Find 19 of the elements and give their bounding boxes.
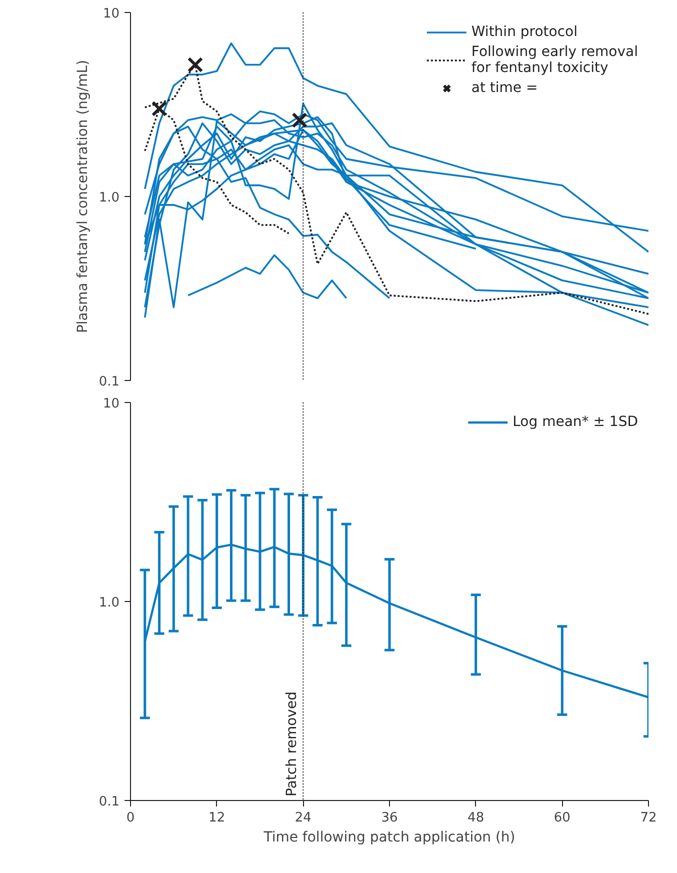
y-tick-label: 10 bbox=[102, 396, 120, 412]
x-tick-label: 0 bbox=[126, 810, 135, 826]
ref-line-label: Patch removed bbox=[284, 692, 300, 796]
y-tick-label: 0.1 bbox=[98, 374, 120, 390]
legend-label: at time = bbox=[471, 80, 538, 96]
y-tick-label: 0.1 bbox=[98, 794, 120, 810]
x-tick-label: 48 bbox=[468, 810, 484, 826]
y-axis-title: Plasma fentanyl concentration (ng/mL) bbox=[74, 60, 91, 334]
legend-label: Within protocol bbox=[471, 24, 578, 40]
x-tick-label: 24 bbox=[294, 810, 312, 826]
y-tick-label: 1.0 bbox=[98, 190, 120, 206]
x-tick-label: 12 bbox=[208, 810, 226, 826]
x-tick-label: 36 bbox=[381, 810, 398, 826]
x-tick-label: 60 bbox=[554, 810, 570, 826]
x-axis-title: Time following patch application (h) bbox=[262, 830, 516, 846]
y-tick-label: 1.0 bbox=[98, 596, 120, 610]
y-tick-label: 10 bbox=[102, 6, 120, 22]
x-tick-label: 72 bbox=[640, 810, 657, 826]
legend-label: Log mean* ± 1SD bbox=[512, 414, 638, 430]
